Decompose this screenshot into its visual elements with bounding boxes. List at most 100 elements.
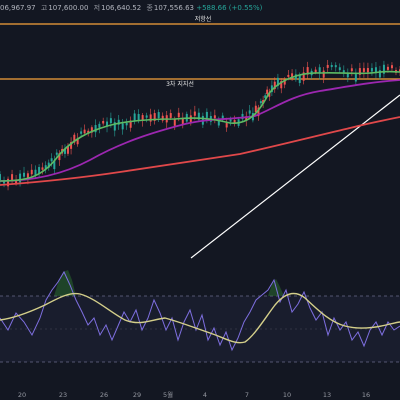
candle-body — [193, 111, 196, 116]
candle-body — [177, 112, 180, 118]
candle-body — [55, 152, 58, 155]
candle-body — [53, 160, 56, 170]
candle-body — [245, 116, 248, 121]
open-value: 06,967.97 — [0, 4, 36, 12]
candle-body — [287, 74, 290, 77]
candle-body — [121, 123, 124, 130]
candle-body — [330, 65, 333, 68]
candle-body — [70, 141, 73, 149]
candle-body — [34, 169, 37, 176]
candle-body — [354, 74, 357, 82]
candle-body — [113, 122, 116, 131]
candle-body — [302, 72, 305, 81]
ma-short-line — [0, 70, 400, 182]
candle-body — [264, 95, 267, 98]
x-axis-tick-label: 16 — [362, 391, 370, 399]
candle-body — [30, 169, 33, 175]
candle-body — [11, 174, 14, 181]
candle-body — [109, 118, 112, 124]
candle-body — [280, 80, 283, 89]
candle-body — [306, 67, 309, 75]
x-axis-tick-label: 26 — [100, 391, 108, 399]
candle-body — [229, 119, 232, 122]
candle-body — [117, 119, 120, 125]
candle-body — [382, 64, 385, 74]
candle-body — [153, 113, 156, 121]
candle-body — [141, 115, 144, 121]
x-axis-tick-label: 13 — [323, 391, 331, 399]
x-axis-tick-label: 7 — [245, 391, 249, 399]
ma-mid-line — [0, 79, 400, 182]
candle-body — [94, 125, 97, 133]
candle-body — [161, 115, 164, 121]
candle-body — [257, 107, 260, 117]
candle-body — [276, 77, 279, 86]
candle-body — [322, 70, 325, 78]
candle-body — [374, 67, 377, 74]
candle-body — [26, 173, 29, 180]
oscillator-signal-line — [0, 270, 400, 352]
candle-body — [346, 73, 349, 78]
candle-body — [213, 115, 216, 119]
candle-body — [233, 119, 236, 124]
candle-body — [338, 67, 341, 71]
oscillator-overbought-fill — [54, 270, 76, 296]
trendline[interactable] — [190, 94, 400, 259]
x-axis-tick-label: 5월 — [163, 390, 173, 399]
low-value: 106,640.52 — [101, 4, 142, 12]
candle-body — [169, 113, 172, 118]
candle-body — [3, 180, 6, 184]
candle-body — [370, 68, 373, 72]
candle-body — [350, 68, 353, 72]
x-axis-tick-label: 23 — [59, 391, 67, 399]
candle-body — [342, 70, 345, 73]
candle-body — [15, 180, 18, 184]
candle-body — [73, 134, 76, 143]
candle-body — [314, 69, 317, 73]
candle-body — [76, 138, 79, 145]
candle-body — [334, 65, 337, 68]
ohlc-legend: 06,967.97 고107,600.00 저106,640.52 종107,5… — [0, 0, 262, 16]
change-value: +588.66 (+0.55%) — [196, 4, 263, 12]
candle-body — [58, 153, 61, 161]
candle-body — [318, 67, 321, 74]
candle-body — [19, 173, 22, 183]
candle-body — [80, 131, 83, 134]
candle-body — [83, 129, 86, 134]
x-axis-tick-label: 29 — [133, 391, 141, 399]
candle-body — [181, 118, 184, 125]
candle-body — [90, 127, 93, 133]
candle-body — [98, 123, 101, 128]
candle-body — [225, 123, 228, 128]
candle-body — [102, 121, 105, 124]
candle-body — [221, 115, 224, 121]
candle-body — [283, 79, 286, 85]
candle-body — [270, 85, 273, 93]
candle-body — [390, 65, 393, 69]
resistance-label: 저항선 — [195, 15, 212, 23]
candle-body — [273, 81, 276, 90]
candle-body — [157, 112, 160, 119]
candle-body — [137, 113, 140, 121]
high-value: 107,600.00 — [48, 4, 89, 12]
candle-body — [291, 73, 294, 79]
close-label: 종 — [146, 4, 153, 12]
low-label: 저 — [93, 4, 101, 12]
candle-body — [217, 120, 220, 126]
candle-body — [266, 89, 269, 94]
candle-body — [298, 75, 301, 83]
candle-body — [129, 120, 132, 128]
candle-body — [106, 121, 109, 127]
candle-body — [268, 92, 271, 97]
candle-body — [41, 167, 44, 170]
candle-body — [366, 68, 369, 73]
candle-body — [254, 105, 257, 113]
candle-body — [125, 122, 128, 126]
high-label: 고 — [40, 4, 48, 12]
oscillator-main-line — [0, 292, 400, 344]
candle-body — [362, 68, 365, 72]
x-axis: 20 23 26 29 5월 4 7 10 13 16 — [18, 390, 370, 399]
candle-body — [145, 115, 148, 118]
candle-body — [133, 113, 136, 121]
